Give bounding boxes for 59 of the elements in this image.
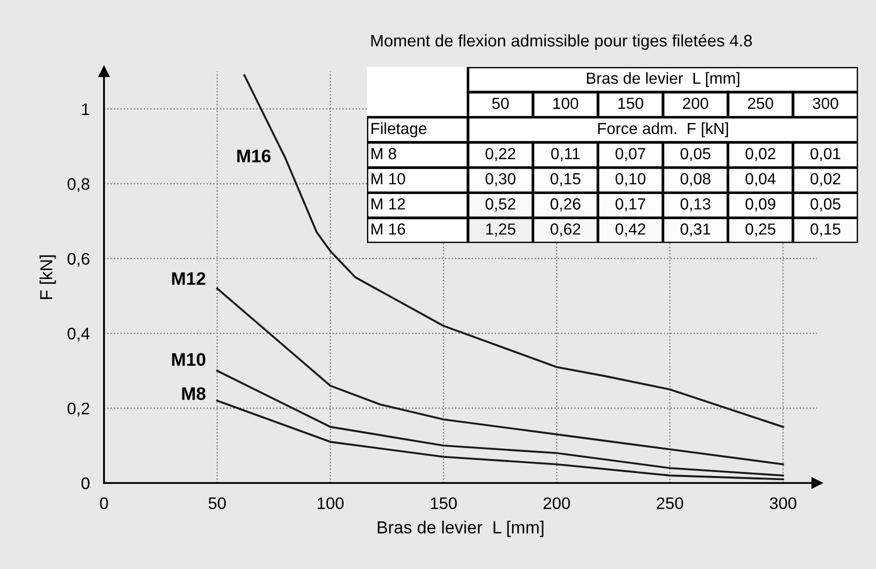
y-tick-label: 0,8	[68, 178, 90, 192]
data-label: 0,01	[810, 148, 840, 162]
x-tick-label: 150	[618, 98, 644, 109]
data-label: 0,15	[810, 223, 840, 237]
chart-title: Moment de flexion admissible pour tiges filetées 4.8	[371, 34, 752, 50]
x-tick-label: 250	[748, 98, 774, 109]
x-tick-label: 0	[100, 497, 108, 510]
data-label: 0,02	[746, 148, 776, 162]
y-tick-label: 0,4	[68, 328, 90, 342]
line-series	[216, 370, 784, 476]
data-label: 0,42	[616, 223, 646, 237]
y-axis-title: F [kN]	[40, 255, 56, 299]
data-label: 0,13	[680, 198, 710, 212]
data-label: 0,31	[680, 223, 710, 237]
y-tick-label: M 10	[372, 173, 406, 184]
data-label: 0,25	[746, 223, 776, 237]
line-series	[216, 288, 784, 466]
y-tick-label: M 8	[372, 148, 396, 160]
data-label: 0,52	[486, 198, 516, 212]
series-label: M8	[182, 387, 206, 400]
data-label: 0,05	[680, 148, 710, 162]
data-label: 0,04	[746, 173, 776, 186]
x-tick-label: 300	[770, 497, 796, 510]
data-label: 0,11	[551, 148, 580, 162]
data-label: 0,08	[680, 173, 710, 186]
x-tick-label: 50	[208, 497, 226, 510]
x-tick-label: 100	[553, 98, 578, 109]
data-label: 0,17	[616, 198, 646, 212]
series-label: M12	[172, 272, 206, 285]
x-tick-label: 50	[492, 98, 509, 109]
data-label: 0,02	[810, 173, 840, 186]
annotation: Filetage	[372, 122, 426, 138]
x-axis-title: Bras de levier L [mm]	[378, 520, 544, 537]
y-tick-label: M 12	[372, 198, 405, 210]
data-label: 0,62	[550, 223, 580, 237]
x-tick-label: 200	[544, 497, 570, 510]
data-label: 1,25	[486, 223, 516, 237]
x-tick-label: 300	[812, 98, 838, 109]
y-tick-label: M 16	[372, 223, 406, 235]
series-label: M16	[237, 150, 271, 162]
data-label: 0,15	[550, 173, 580, 186]
data-label: 0,22	[486, 148, 516, 162]
data-label: 0,09	[746, 198, 776, 212]
series-label: M10	[172, 353, 206, 366]
data-label: 0,07	[616, 148, 646, 162]
data-label: 0,05	[810, 198, 840, 212]
x-axis-title: Bras de levier L [mm]	[586, 72, 740, 88]
y-tick-label: 1	[82, 103, 90, 115]
y-tick-label: 0	[81, 477, 90, 490]
data-label: 0,30	[486, 173, 516, 186]
data-label: 0,10	[616, 173, 646, 186]
y-tick-label: 0,6	[68, 252, 90, 267]
x-tick-label: 250	[656, 497, 684, 510]
data-label: 0,26	[550, 198, 580, 212]
x-tick-label: 100	[318, 497, 344, 510]
x-tick-label: 200	[682, 98, 708, 109]
x-tick-label: 150	[430, 497, 457, 510]
y-tick-label: 0,2	[68, 402, 90, 416]
annotation: Force adm. F [kN]	[598, 122, 728, 138]
